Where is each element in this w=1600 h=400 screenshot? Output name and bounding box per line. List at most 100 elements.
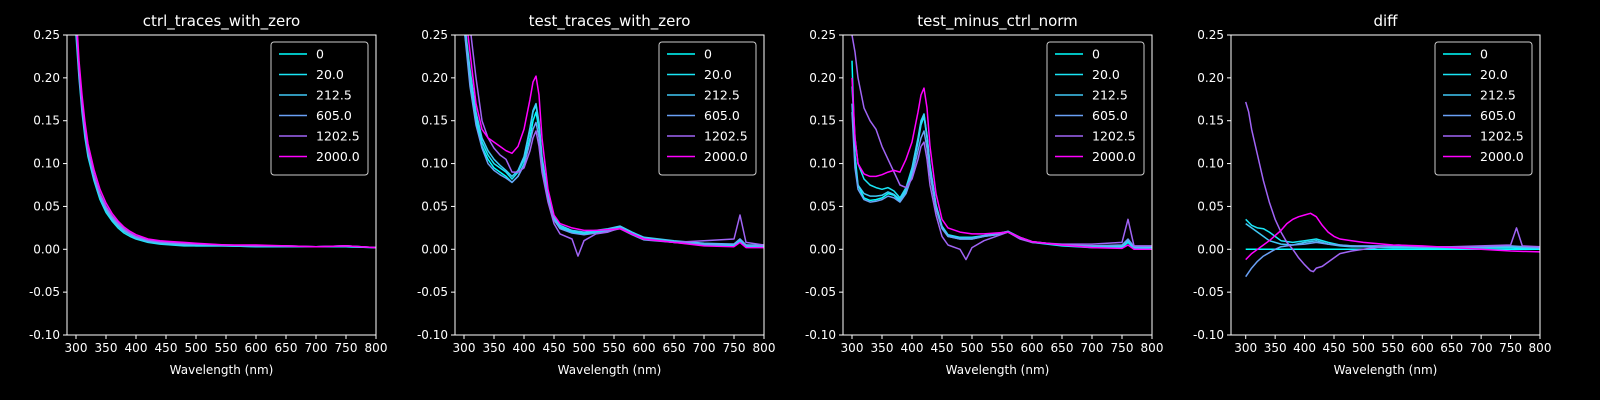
legend-entry: 0 [704,47,712,62]
x-tick-label: 800 [1529,341,1552,355]
x-tick-label: 550 [1381,341,1404,355]
y-tick-label: 0.15 [809,114,836,128]
y-tick-label: 0.05 [421,199,448,213]
x-tick-label: 750 [1499,341,1522,355]
x-tick-label: 400 [125,341,148,355]
x-tick-label: 700 [693,341,716,355]
x-tick-label: 450 [931,341,954,355]
legend-entry: 605.0 [1480,108,1516,123]
legend-entry: 212.5 [316,88,352,103]
x-tick-label: 650 [1440,341,1463,355]
x-tick-label: 750 [723,341,746,355]
chart-title: test_traces_with_zero [529,12,691,31]
legend-entry: 2000.0 [1092,149,1136,164]
y-tick-label: 0.10 [809,157,836,171]
x-tick-label: 700 [1081,341,1104,355]
y-tick-label: 0.25 [1197,28,1224,42]
x-tick-label: 500 [185,341,208,355]
x-tick-label: 300 [453,341,476,355]
x-tick-label: 350 [1264,341,1287,355]
series-line-5 [1245,212,1540,261]
y-tick-label: 0.20 [421,71,448,85]
y-tick-label: 0.10 [33,157,60,171]
x-tick-label: 300 [841,341,864,355]
legend-entry: 20.0 [1092,67,1120,82]
y-tick-label: 0.25 [809,28,836,42]
x-tick-label: 400 [513,341,536,355]
legend-entry: 20.0 [316,67,344,82]
y-tick-label: -0.10 [1193,328,1224,342]
y-tick-label: 0.15 [33,114,60,128]
legend-entry: 212.5 [1480,88,1516,103]
y-tick-label: 0.20 [1197,71,1224,85]
y-tick-label: 0.20 [809,71,836,85]
legend-entry: 605.0 [316,108,352,123]
legend-entry: 20.0 [704,67,732,82]
y-tick-label: 0.00 [1197,242,1224,256]
x-tick-label: 750 [335,341,358,355]
series-lines [851,35,1152,261]
chart-panel-3: test_minus_ctrl_norm 300 350 400 450 500 550 60… [805,12,1164,377]
chart-title: diff [1373,12,1398,30]
chart-panel-1: ctrl_traces_with_zero 300 350 400 450 500 550 6… [29,12,388,377]
y-tick-label: 0.15 [1197,114,1224,128]
x-tick-label: 750 [1111,341,1134,355]
x-axis-label: Wavelength (nm) [170,363,274,377]
chart-panel-2: test_traces_with_zero 300 350 400 450 500 550 6… [417,12,776,377]
series-lines [464,35,764,257]
x-tick-label: 450 [543,341,566,355]
x-tick-label: 700 [305,341,328,355]
x-tick-label: 600 [1021,341,1044,355]
axes-frame [842,34,1153,336]
legend-entry: 1202.5 [704,129,748,144]
axes-frame [1230,34,1541,336]
chart-panel-4: diff 300 350 400 450 500 550 600 650 700 750 800 -0.… [1193,12,1552,377]
y-tick-label: 0.25 [33,28,60,42]
x-tick-label: 650 [663,341,686,355]
y-tick-label: 0.05 [33,199,60,213]
x-tick-label: 300 [65,341,88,355]
y-tick-label: 0.20 [33,71,60,85]
y-tick-label: 0.05 [1197,199,1224,213]
y-tick-label: 0.00 [421,242,448,256]
y-tick-label: 0.05 [809,199,836,213]
series-lines [1244,101,1540,278]
x-tick-label: 800 [1141,341,1164,355]
legend-entry: 1202.5 [1480,129,1524,144]
x-tick-label: 600 [1411,341,1434,355]
x-tick-label: 800 [365,341,388,355]
axes-frame [454,34,765,336]
legend-entry: 605.0 [1092,108,1128,123]
y-tick-label: 0.00 [809,242,836,256]
x-axis-label: Wavelength (nm) [946,363,1050,377]
legend-entry: 0 [1480,47,1488,62]
y-tick-label: -0.05 [1193,285,1224,299]
y-tick-label: 0.25 [421,28,448,42]
legend: 0 20.0 212.5 605.0 1202.5 2000.0 [270,41,369,176]
legend-entry: 2000.0 [1480,149,1524,164]
x-tick-label: 300 [1234,341,1257,355]
legend-entry: 2000.0 [704,149,748,164]
legend-entry: 212.5 [704,88,740,103]
x-tick-label: 500 [961,341,984,355]
x-tick-label: 800 [753,341,776,355]
y-tick-label: -0.05 [29,285,60,299]
x-tick-label: 600 [245,341,268,355]
x-tick-label: 500 [1352,341,1375,355]
series-line-5 [467,35,764,249]
y-tick-label: -0.10 [417,328,448,342]
x-tick-label: 550 [215,341,238,355]
legend-entry: 20.0 [1480,67,1508,82]
x-tick-label: 550 [603,341,626,355]
y-tick-label: -0.10 [29,328,60,342]
x-tick-label: 600 [633,341,656,355]
legend-entry: 1202.5 [316,129,360,144]
legend: 0 20.0 212.5 605.0 1202.5 2000.0 [1434,41,1533,176]
x-axis-label: Wavelength (nm) [558,363,662,377]
y-tick-label: -0.05 [805,285,836,299]
series-line-2 [465,35,764,246]
series-line-5 [76,35,376,249]
legend-entry: 605.0 [704,108,740,123]
series-line-5 [851,77,1152,251]
y-tick-label: 0.10 [1197,157,1224,171]
